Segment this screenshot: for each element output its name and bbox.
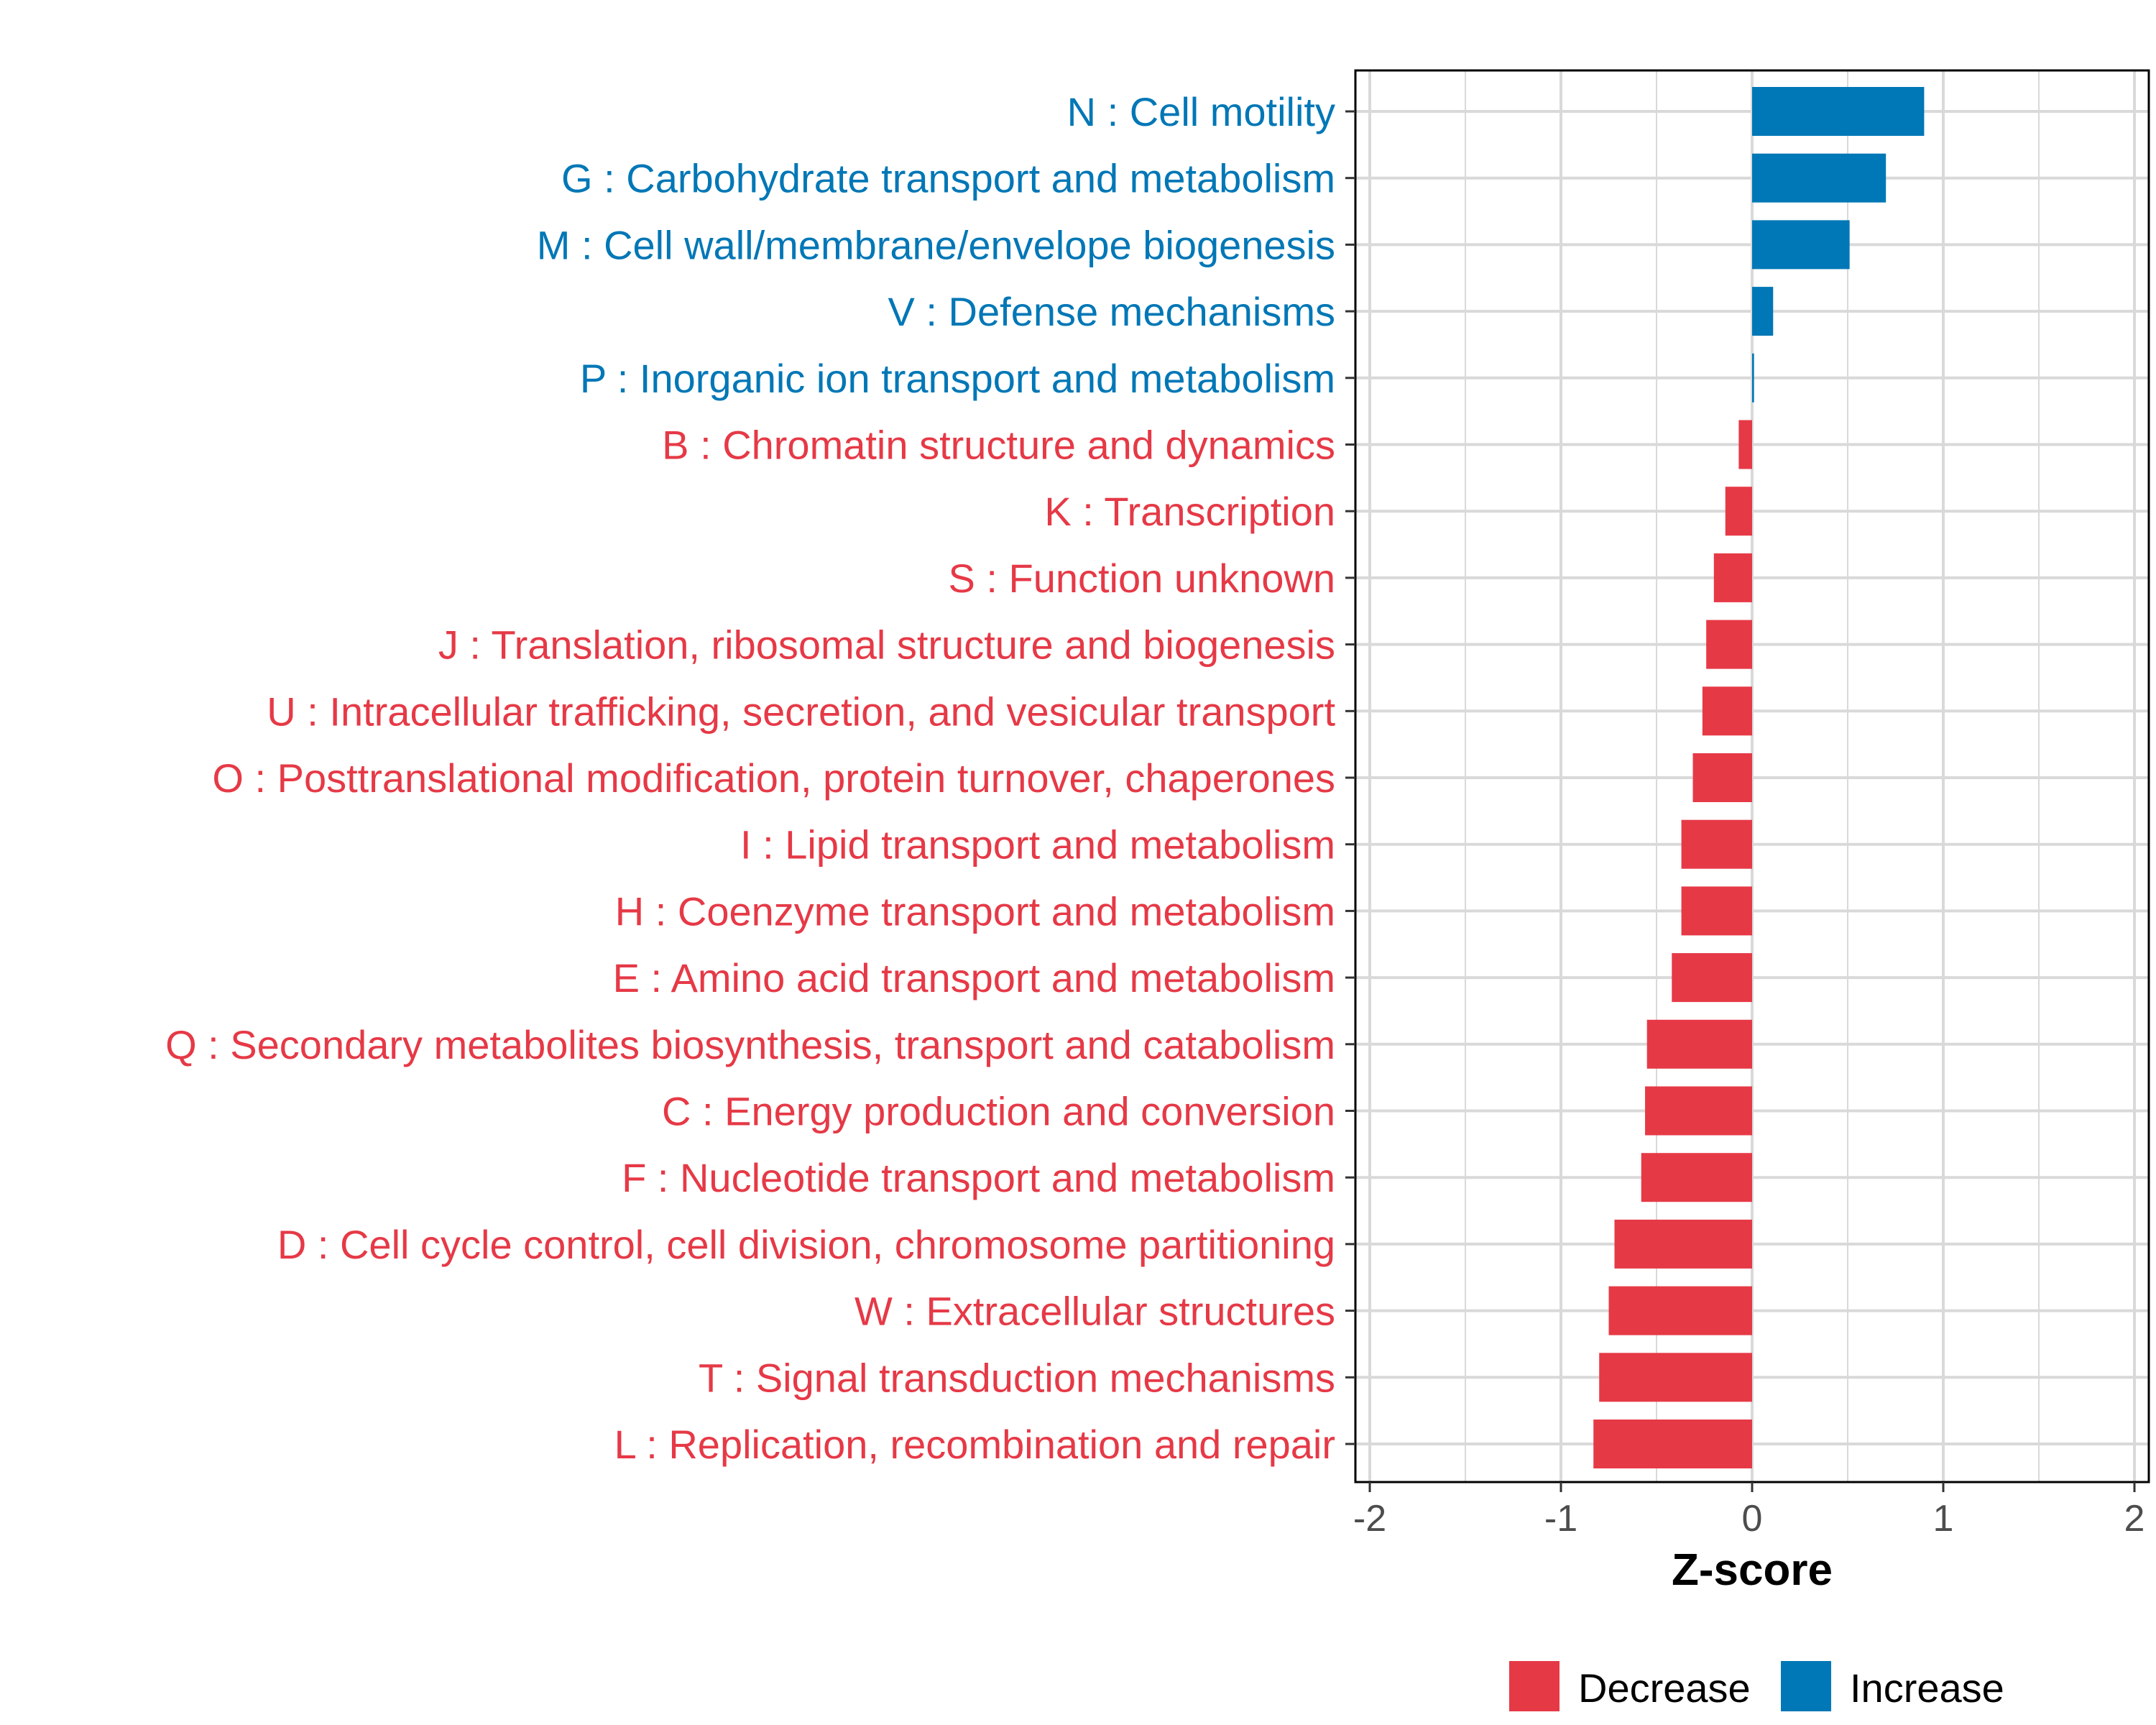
bar — [1646, 1019, 1752, 1069]
category-label: C : Energy production and conversion — [662, 1089, 1335, 1134]
category-label: P : Inorganic ion transport and metaboli… — [580, 356, 1335, 401]
bar — [1706, 620, 1752, 669]
bar — [1614, 1219, 1752, 1269]
category-label-layer: N : Cell motility G : Carbohydrate transp… — [165, 89, 1335, 1467]
x-tick-label: -2 — [1353, 1498, 1386, 1540]
bar — [1645, 1086, 1752, 1136]
legend: Decrease Increase — [1509, 1661, 2004, 1711]
category-label: K : Transcription — [1044, 489, 1335, 534]
x-axis-title: Z-score — [1672, 1545, 1833, 1595]
bar — [1672, 953, 1752, 1003]
bar — [1599, 1353, 1752, 1402]
category-label: G : Carbohydrate transport and metabolis… — [561, 156, 1335, 201]
bar — [1752, 353, 1754, 402]
bar-layer — [1593, 87, 1925, 1468]
x-tick-label: 0 — [1742, 1498, 1763, 1540]
category-label: H : Coenzyme transport and metabolism — [615, 888, 1335, 934]
x-tick-label: -1 — [1544, 1498, 1577, 1540]
legend-key-decrease — [1509, 1661, 1560, 1711]
category-label: E : Amino acid transport and metabolism — [613, 955, 1335, 1000]
bar — [1752, 87, 1925, 136]
legend-label-increase: Increase — [1850, 1665, 2004, 1711]
category-label: V : Defense mechanisms — [888, 289, 1335, 334]
category-label: Q : Secondary metabolites biosynthesis, … — [165, 1022, 1335, 1067]
category-label: L : Replication, recombination and repai… — [614, 1422, 1335, 1467]
bar — [1725, 487, 1752, 536]
category-label: N : Cell motility — [1067, 89, 1335, 134]
bar — [1641, 1153, 1752, 1202]
x-tick-label: 1 — [1933, 1498, 1954, 1540]
x-tick-label: 2 — [2124, 1498, 2145, 1540]
bar — [1692, 753, 1752, 802]
bar — [1681, 886, 1752, 936]
bar — [1752, 220, 1850, 270]
bar — [1713, 553, 1752, 602]
category-label: W : Extracellular structures — [854, 1289, 1335, 1334]
category-label: B : Chromatin structure and dynamics — [662, 423, 1335, 468]
category-label: M : Cell wall/membrane/envelope biogenes… — [537, 222, 1335, 267]
bar — [1738, 420, 1752, 469]
category-label: I : Lipid transport and metabolism — [740, 822, 1335, 868]
category-label: T : Signal transduction mechanisms — [699, 1355, 1335, 1400]
bar — [1752, 287, 1774, 336]
legend-key-increase — [1781, 1661, 1831, 1711]
legend-label-decrease: Decrease — [1578, 1665, 1751, 1711]
bar — [1608, 1286, 1752, 1335]
category-label: O : Posttranslational modification, prot… — [212, 755, 1335, 801]
category-label: F : Nucleotide transport and metabolism — [622, 1155, 1335, 1200]
category-label: J : Translation, ribosomal structure and… — [438, 622, 1335, 668]
bar — [1752, 153, 1886, 203]
bar — [1593, 1420, 1752, 1468]
category-label: U : Intracellular trafficking, secretion… — [267, 689, 1335, 734]
axis-layer: -2 -1 0 1 2 — [1345, 69, 2150, 1540]
category-label: S : Function unknown — [948, 556, 1335, 601]
category-label: D : Cell cycle control, cell division, c… — [277, 1222, 1335, 1267]
bar — [1702, 686, 1752, 736]
bar — [1681, 819, 1752, 869]
